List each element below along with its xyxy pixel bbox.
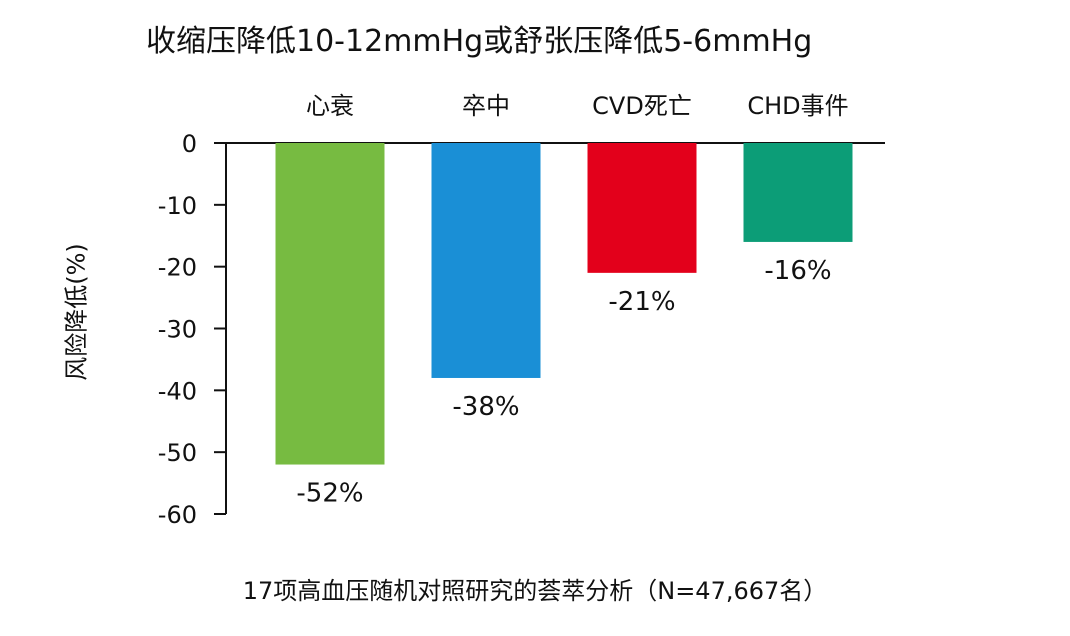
y-axis-title: 风险降低(%) — [62, 243, 91, 381]
data-label: -16% — [764, 256, 831, 286]
category-label: CVD死亡 — [592, 92, 692, 120]
category-label: CHD事件 — [747, 92, 848, 120]
y-tick-label: 0 — [182, 130, 197, 158]
y-tick-label: -60 — [158, 501, 197, 529]
data-label: -52% — [296, 479, 363, 509]
y-tick-label: -50 — [158, 439, 197, 467]
y-tick-label: -30 — [158, 316, 197, 344]
chart-title: 收缩压降低10-12mmHg或舒张压降低5-6mmHg — [146, 24, 813, 59]
y-tick-label: -40 — [158, 377, 197, 405]
category-label: 心衰 — [306, 92, 354, 120]
bar — [587, 143, 697, 273]
data-label: -21% — [608, 287, 675, 317]
chart-footnote: 17项高血压随机对照研究的荟萃分析（N=47,667名） — [242, 577, 828, 605]
axes: 0 -10 -20 -30 -40 -50 -60 — [158, 130, 885, 529]
data-label: -38% — [452, 392, 519, 422]
labels: 心衰 -52% 卒中 -38% CVD死亡 -21% CHD事件 -16% — [296, 92, 848, 509]
bars — [275, 143, 853, 465]
y-tick-label: -10 — [158, 192, 197, 220]
y-tick-label: -20 — [158, 254, 197, 282]
bar — [275, 143, 385, 465]
category-label: 卒中 — [462, 92, 510, 120]
bar — [431, 143, 541, 378]
bar — [743, 143, 853, 242]
